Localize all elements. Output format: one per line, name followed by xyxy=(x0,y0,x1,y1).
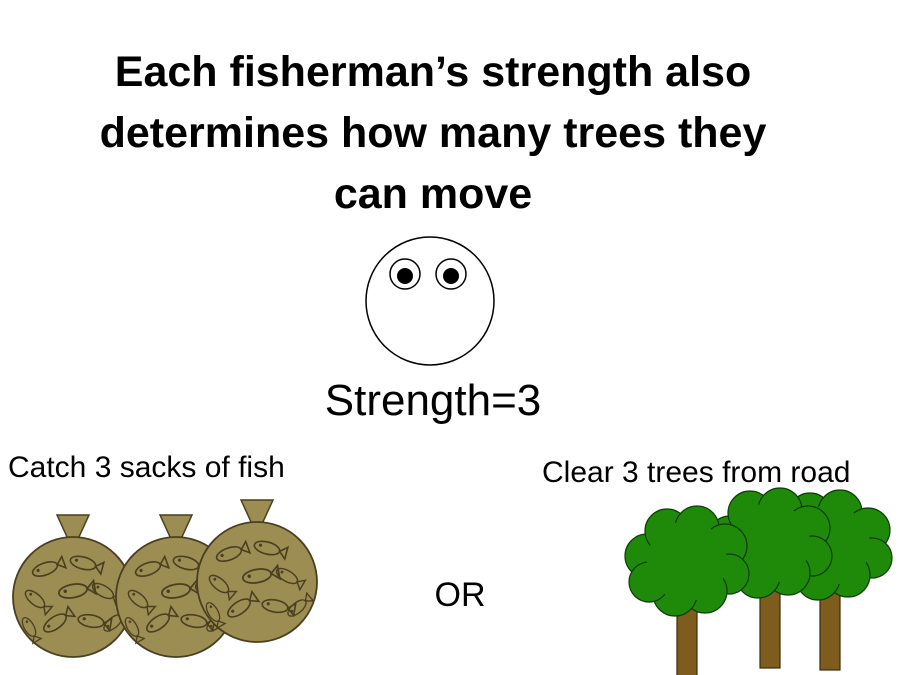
fish-sack-icon xyxy=(196,499,318,643)
or-label: OR xyxy=(434,576,486,614)
strength-label: Strength=3 xyxy=(324,376,542,425)
trees-option-label: Clear 3 trees from road xyxy=(542,456,851,489)
tree-icon xyxy=(707,487,833,669)
fish-option-label: Catch 3 sacks of fish xyxy=(8,451,285,484)
tree-icon xyxy=(767,489,893,671)
fish-sack-icon xyxy=(115,514,237,658)
title-line-1: Each fisherman’s strength also xyxy=(114,48,752,96)
fish-sack-icon xyxy=(12,514,134,658)
title-line-3: can move xyxy=(333,170,533,218)
title-line-2: determines how many trees they xyxy=(99,109,767,157)
slide-title: Each fisherman’s strength also determine… xyxy=(0,42,866,225)
tree-icon xyxy=(624,505,750,675)
